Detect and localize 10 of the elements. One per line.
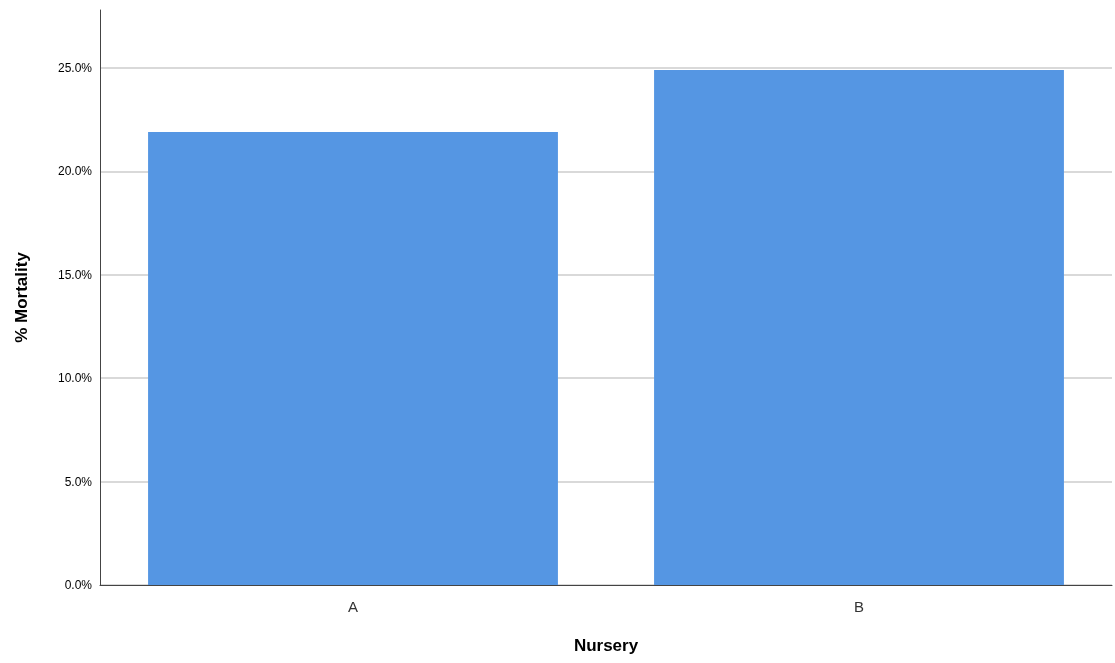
x-tick-label: A <box>347 598 359 615</box>
y-axis-title: % Mortality <box>12 251 31 343</box>
y-tick-label: 20.0% <box>57 164 93 179</box>
y-tick-label: 0.0% <box>64 578 93 592</box>
x-tick-label: B <box>853 598 865 615</box>
x-axis-title: Nursery <box>573 636 639 655</box>
y-tick-label: 10.0% <box>57 371 93 386</box>
y-tick-label: 25.0% <box>57 60 93 75</box>
y-tick-label: 15.0% <box>57 267 93 282</box>
y-tick-label: 5.0% <box>64 474 93 489</box>
